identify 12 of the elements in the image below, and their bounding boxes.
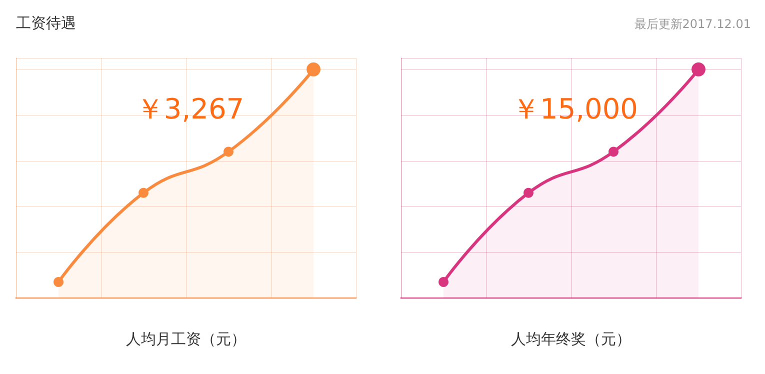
- annotation: ￥3,267: [136, 92, 244, 126]
- annotation: ￥15,000: [512, 92, 638, 126]
- point: [608, 146, 618, 157]
- chart-subtitle: 最后更新2017.12.01: [634, 16, 751, 33]
- point: [438, 277, 448, 287]
- x-axis-title: 人均年终奖（元）: [511, 331, 631, 348]
- point: [54, 277, 64, 287]
- x-axis-title: 人均月工资（元）: [126, 331, 246, 348]
- point: [524, 188, 534, 198]
- point: [138, 188, 148, 198]
- point: [224, 146, 234, 157]
- chart-title: 工资待遇: [16, 14, 76, 33]
